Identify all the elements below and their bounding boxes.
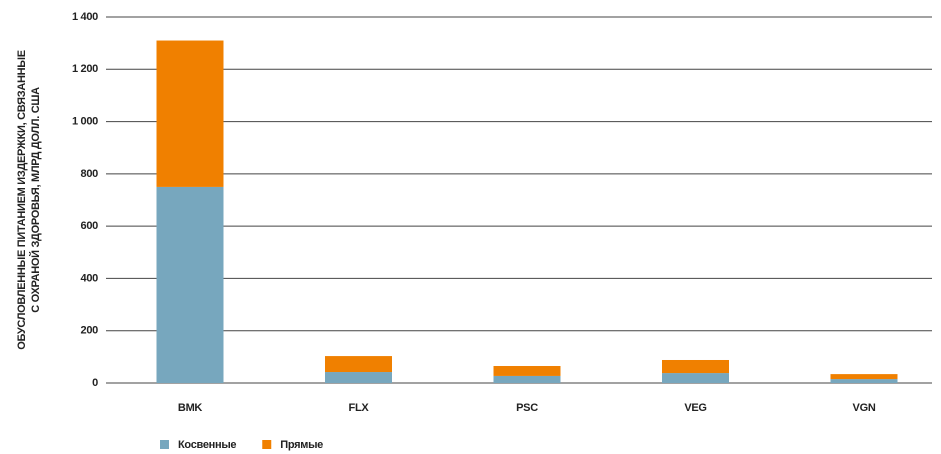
bar-segment	[830, 379, 898, 383]
bar-segment	[662, 359, 729, 374]
x-tick-label: VGN	[853, 402, 876, 414]
bar-segment	[325, 372, 392, 383]
legend-label: Прямые	[280, 439, 323, 451]
legend-swatch	[160, 440, 169, 449]
bar-segment	[493, 375, 561, 383]
bar-segment	[662, 373, 729, 383]
bar-segment	[325, 356, 392, 373]
y-axis-title: ОБУСЛОВЛЕННЫЕ ПИТАНИЕМ ИЗДЕРЖКИ, СВЯЗАНН…	[16, 50, 42, 350]
y-tick-label: 1 000	[72, 115, 98, 127]
y-tick-label: 400	[81, 272, 99, 284]
y-tick-label: 600	[81, 220, 99, 232]
y-tick-label: 1 400	[72, 11, 98, 23]
y-axis-title-line: С ОХРАНОЙ ЗДОРОВЬЯ, МЛРД ДОЛЛ. США	[29, 87, 42, 313]
x-tick-label: BMK	[178, 402, 203, 414]
y-tick-label: 1 200	[72, 63, 98, 75]
y-tick-label: 200	[81, 325, 99, 337]
bar-segment	[493, 366, 561, 376]
y-tick-label: 0	[92, 377, 98, 389]
x-tick-label: PSC	[516, 402, 538, 414]
x-tick-label: VEG	[684, 402, 706, 414]
x-tick-label: FLX	[349, 402, 370, 414]
legend-swatch	[262, 440, 272, 449]
bar-segment	[830, 374, 898, 380]
y-tick-label: 800	[81, 168, 99, 180]
bar-segment	[156, 186, 224, 383]
bar-segment	[156, 40, 224, 187]
y-axis-title-line: ОБУСЛОВЛЕННЫЕ ПИТАНИЕМ ИЗДЕРЖКИ, СВЯЗАНН…	[16, 50, 28, 350]
legend-label: Косвенные	[178, 439, 236, 451]
